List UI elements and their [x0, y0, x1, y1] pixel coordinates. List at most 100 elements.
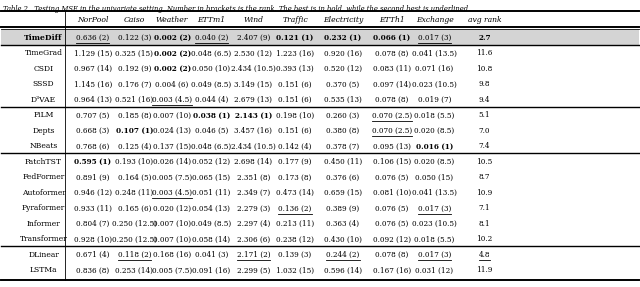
- Text: 0.040 (2): 0.040 (2): [195, 34, 228, 42]
- Text: 8.7: 8.7: [479, 173, 490, 181]
- Text: 0.260 (3): 0.260 (3): [326, 111, 360, 119]
- Text: 0.136 (2): 0.136 (2): [278, 204, 312, 212]
- Text: 0.253 (14): 0.253 (14): [115, 266, 154, 274]
- Text: ETTh1: ETTh1: [379, 16, 404, 24]
- Text: 0.768 (6): 0.768 (6): [76, 142, 109, 150]
- Text: CSDI: CSDI: [33, 65, 54, 73]
- Text: 0.173 (8): 0.173 (8): [278, 173, 312, 181]
- Text: 0.535 (13): 0.535 (13): [324, 96, 362, 104]
- Text: 0.017 (3): 0.017 (3): [418, 34, 451, 42]
- Text: 0.473 (14): 0.473 (14): [276, 189, 314, 197]
- Text: NBeats: NBeats: [29, 142, 58, 150]
- Text: LSTMa: LSTMa: [29, 266, 58, 274]
- Text: 0.020 (8.5): 0.020 (8.5): [415, 127, 454, 135]
- Text: 1.223 (16): 1.223 (16): [276, 49, 314, 57]
- Text: 0.095 (13): 0.095 (13): [372, 142, 411, 150]
- Text: 0.122 (3): 0.122 (3): [118, 34, 151, 42]
- Text: 0.020 (12): 0.020 (12): [153, 204, 191, 212]
- Text: SSSD: SSSD: [33, 80, 54, 88]
- Text: 0.066 (1): 0.066 (1): [373, 34, 410, 42]
- Text: 0.363 (4): 0.363 (4): [326, 220, 360, 228]
- Text: 0.125 (4): 0.125 (4): [118, 142, 151, 150]
- Text: 0.325 (15): 0.325 (15): [115, 49, 154, 57]
- Text: D³VAE: D³VAE: [31, 96, 56, 104]
- Text: 0.017 (3): 0.017 (3): [418, 251, 451, 259]
- Text: 8.1: 8.1: [479, 220, 490, 228]
- Text: 1.145 (16): 1.145 (16): [74, 80, 112, 88]
- Text: 2.299 (5): 2.299 (5): [237, 266, 270, 274]
- Text: 0.050 (15): 0.050 (15): [415, 173, 454, 181]
- Text: 11.9: 11.9: [476, 266, 493, 274]
- Text: 0.083 (11): 0.083 (11): [372, 65, 411, 73]
- Text: 0.017 (3): 0.017 (3): [418, 204, 451, 212]
- Text: 0.091 (16): 0.091 (16): [192, 266, 230, 274]
- Text: 0.052 (12): 0.052 (12): [192, 158, 230, 166]
- Text: 1.032 (15): 1.032 (15): [276, 266, 314, 274]
- Text: 0.003 (4.5): 0.003 (4.5): [152, 96, 192, 104]
- Text: 0.076 (5): 0.076 (5): [375, 220, 408, 228]
- Text: 0.049 (8.5): 0.049 (8.5): [191, 80, 231, 88]
- Text: 0.151 (6): 0.151 (6): [278, 80, 312, 88]
- Text: Weather: Weather: [156, 16, 188, 24]
- Text: 0.026 (14): 0.026 (14): [153, 158, 191, 166]
- Text: 0.041 (3): 0.041 (3): [195, 251, 228, 259]
- Text: 0.070 (2.5): 0.070 (2.5): [372, 111, 412, 119]
- Text: 7.0: 7.0: [479, 127, 490, 135]
- Text: 0.019 (7): 0.019 (7): [418, 96, 451, 104]
- Text: 0.076 (5): 0.076 (5): [375, 204, 408, 212]
- Text: 0.176 (7): 0.176 (7): [118, 80, 151, 88]
- Text: 0.198 (10): 0.198 (10): [276, 111, 314, 119]
- Text: 0.058 (14): 0.058 (14): [192, 235, 230, 243]
- Text: 0.024 (13): 0.024 (13): [153, 127, 191, 135]
- Text: 0.596 (14): 0.596 (14): [324, 266, 362, 274]
- Text: 0.250 (12.5): 0.250 (12.5): [112, 235, 157, 243]
- Text: 4.8: 4.8: [479, 251, 490, 259]
- Text: 2.7: 2.7: [478, 34, 491, 42]
- Text: 0.151 (6): 0.151 (6): [278, 127, 312, 135]
- Text: 2.351 (8): 2.351 (8): [237, 173, 270, 181]
- Text: 0.005 (7.5): 0.005 (7.5): [152, 173, 192, 181]
- Text: 10.5: 10.5: [476, 158, 493, 166]
- Text: 0.430 (10): 0.430 (10): [324, 235, 362, 243]
- Text: 0.106 (15): 0.106 (15): [372, 158, 411, 166]
- Text: avg rank: avg rank: [468, 16, 501, 24]
- Text: 0.020 (8.5): 0.020 (8.5): [415, 158, 454, 166]
- Text: 0.018 (5.5): 0.018 (5.5): [414, 111, 455, 119]
- Text: 0.167 (16): 0.167 (16): [372, 266, 411, 274]
- Text: 0.707 (5): 0.707 (5): [76, 111, 109, 119]
- Text: FiLM: FiLM: [33, 111, 54, 119]
- Text: 0.928 (10): 0.928 (10): [74, 235, 112, 243]
- Text: ETTm1: ETTm1: [197, 16, 225, 24]
- Text: 0.244 (2): 0.244 (2): [326, 251, 360, 259]
- Text: Informer: Informer: [27, 220, 60, 228]
- Text: 0.248 (11): 0.248 (11): [115, 189, 154, 197]
- Text: Depts: Depts: [32, 127, 55, 135]
- Text: FedFormer: FedFormer: [22, 173, 65, 181]
- Text: 0.121 (1): 0.121 (1): [276, 34, 314, 42]
- Text: 0.193 (10): 0.193 (10): [115, 158, 154, 166]
- Text: 0.081 (10): 0.081 (10): [372, 189, 411, 197]
- Text: 2.434 (10.5): 2.434 (10.5): [231, 142, 276, 150]
- Text: 7.4: 7.4: [479, 142, 490, 150]
- Text: 0.016 (1): 0.016 (1): [416, 142, 453, 150]
- Text: 0.007 (10): 0.007 (10): [153, 111, 191, 119]
- Text: Caiso: Caiso: [124, 16, 145, 24]
- Text: 2.171 (2): 2.171 (2): [237, 251, 270, 259]
- Text: 3.149 (15): 3.149 (15): [234, 80, 273, 88]
- Text: Electricity: Electricity: [323, 16, 363, 24]
- Text: 0.165 (6): 0.165 (6): [118, 204, 151, 212]
- Text: 0.450 (11): 0.450 (11): [324, 158, 362, 166]
- Text: NorPool: NorPool: [77, 16, 109, 24]
- Text: 0.007 (10): 0.007 (10): [153, 235, 191, 243]
- Text: 0.250 (12.5): 0.250 (12.5): [112, 220, 157, 228]
- Text: 0.002 (2): 0.002 (2): [154, 49, 191, 57]
- Text: 1.129 (15): 1.129 (15): [74, 49, 112, 57]
- Text: Table 2.  Testing MSE in the univariate setting. Number in brackets is the rank.: Table 2. Testing MSE in the univariate s…: [3, 5, 470, 13]
- Text: 0.092 (12): 0.092 (12): [372, 235, 411, 243]
- Text: 0.023 (10.5): 0.023 (10.5): [412, 220, 457, 228]
- Text: 0.041 (13.5): 0.041 (13.5): [412, 189, 457, 197]
- Text: 0.044 (4): 0.044 (4): [195, 96, 228, 104]
- Text: Transformer: Transformer: [20, 235, 67, 243]
- Text: DLinear: DLinear: [28, 251, 59, 259]
- Text: 0.164 (5): 0.164 (5): [118, 173, 151, 181]
